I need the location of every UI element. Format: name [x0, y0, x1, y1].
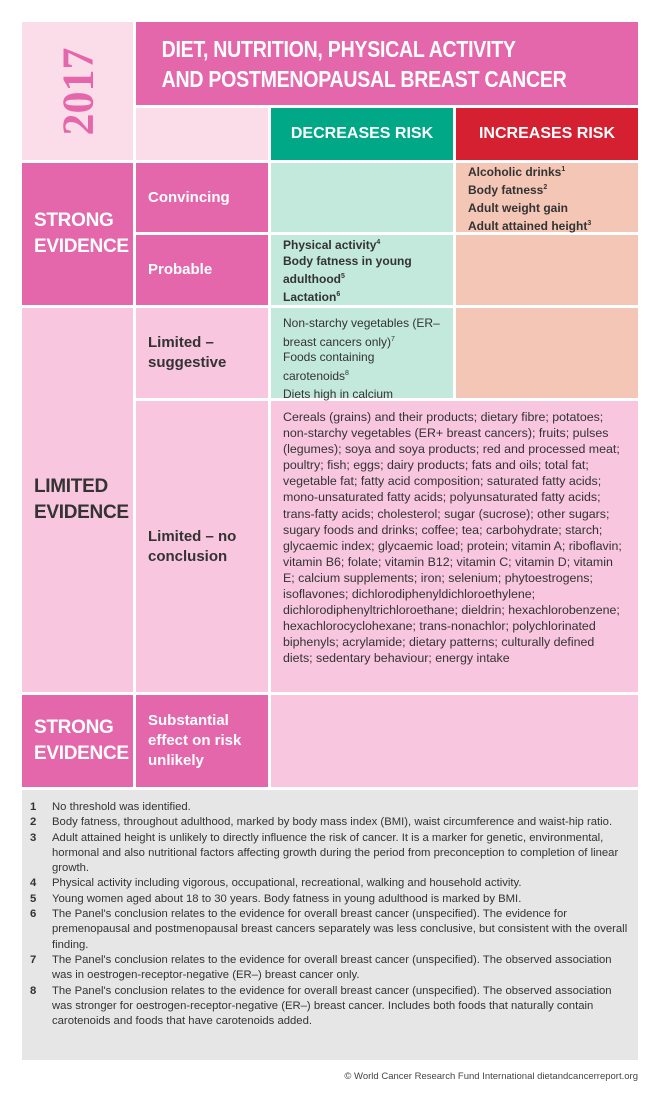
substantial-effect-label: Substantial effect on risk unlikely: [136, 695, 268, 787]
footnotes: 1 No threshold was identified. 2 Body fatne…: [22, 790, 638, 1060]
footnote-text: Body fatness, throughout adulthood, mark…: [52, 816, 613, 829]
footnote-text: The Panel's conclusion relates to the ev…: [52, 908, 628, 951]
footnote-number: 2: [30, 816, 37, 829]
convincing-decreases-cell: [271, 163, 453, 232]
footnote-text: The Panel's conclusion relates to the ev…: [52, 953, 612, 982]
footnote: 8 The Panel's conclusion relates to the e…: [30, 984, 630, 1030]
risk-factor: Diets high in calcium: [283, 387, 394, 401]
substantial-effect-cell: [271, 695, 638, 787]
convincing-increases-cell: Alcoholic drinks1 Body fatness2 Adult weig…: [456, 163, 638, 233]
footnote-number: 3: [30, 831, 37, 844]
suggestive-decreases-cell: Non-starchy vegetables (ER– breast cance…: [271, 308, 453, 401]
risk-factor: Body fatness in young adulthood5: [283, 254, 412, 286]
footnote-number: 1: [30, 801, 37, 813]
title-line: AND POSTMENOPAUSAL BREAST CANCER: [161, 65, 567, 92]
increases-risk-header: INCREASES RISK: [456, 108, 638, 160]
footnote: 1 No threshold was identified.: [30, 800, 630, 815]
footnote-number: 5: [30, 892, 37, 905]
footnote-text: No threshold was identified.: [52, 801, 191, 813]
footnote-number: 6: [30, 908, 37, 921]
risk-factor: Foods containing carotenoids8: [283, 350, 375, 383]
risk-factor: Lactation6: [283, 290, 341, 304]
footnote-number: 4: [30, 877, 37, 890]
footnote-number: 7: [30, 953, 37, 966]
risk-factor: Physical activity4: [283, 238, 381, 252]
strong-evidence-label-2: STRONG EVIDENCE: [22, 695, 133, 787]
limited-suggestive-label: Limited – suggestive: [136, 308, 268, 398]
footnote: 7 The Panel's conclusion relates to the e…: [30, 953, 630, 984]
footnote-text: Young women aged about 18 to 30 years. B…: [52, 892, 522, 905]
footnote: 6 The Panel's conclusion relates to the e…: [30, 907, 630, 953]
decreases-risk-header: DECREASES RISK: [271, 108, 453, 160]
risk-factor: Adult weight gain: [468, 200, 568, 215]
no-conclusion-text: Cereals (grains) and their products; die…: [283, 410, 622, 666]
footnote-text: Physical activity including vigorous, oc…: [52, 877, 522, 890]
probable-label: Probable: [136, 235, 268, 305]
footnote-text: Adult attained height is unlikely to dir…: [52, 831, 619, 875]
limited-evidence-label: LIMITED EVIDENCE: [22, 308, 133, 692]
risk-factor: Alcoholic drinks1: [468, 164, 566, 179]
risk-factor: Body fatness2: [468, 182, 548, 197]
year-label: 2017: [22, 22, 133, 160]
header-blank: [136, 108, 268, 160]
risk-factor: Adult attained height3: [468, 218, 592, 233]
copyright-footer: © World Cancer Research Fund Internation…: [344, 1071, 638, 1082]
footnote-number: 8: [30, 984, 37, 997]
probable-increases-cell: [456, 235, 638, 305]
no-conclusion-cell: Cereals (grains) and their products; die…: [271, 401, 638, 692]
risk-factor: Non-starchy vegetables (ER– breast cance…: [283, 316, 440, 349]
title-line: DIET, NUTRITION, PHYSICAL ACTIVITY: [161, 35, 516, 62]
limited-no-conclusion-label: Limited – no conclusion: [136, 401, 268, 692]
convincing-label: Convincing: [136, 163, 268, 232]
strong-evidence-label: STRONG EVIDENCE: [22, 163, 133, 305]
title-banner: DIET, NUTRITION, PHYSICAL ACTIVITY AND PO…: [136, 22, 638, 105]
matrix-table: 2017 DIET, NUTRITION, PHYSICAL ACTIVITY A…: [22, 22, 638, 787]
footnote: 3 Adult attained height is unlikely to di…: [30, 831, 630, 877]
suggestive-increases-cell: [456, 308, 638, 398]
footnote: 4 Physical activity including vigorous, o…: [30, 876, 630, 891]
footnote: 5 Young women aged about 18 to 30 years. …: [30, 892, 630, 907]
footnote: 2 Body fatness, throughout adulthood, mar…: [30, 815, 630, 830]
probable-decreases-cell: Physical activity4 Body fatness in young …: [271, 235, 453, 305]
footnote-text: The Panel's conclusion relates to the ev…: [52, 984, 612, 1028]
